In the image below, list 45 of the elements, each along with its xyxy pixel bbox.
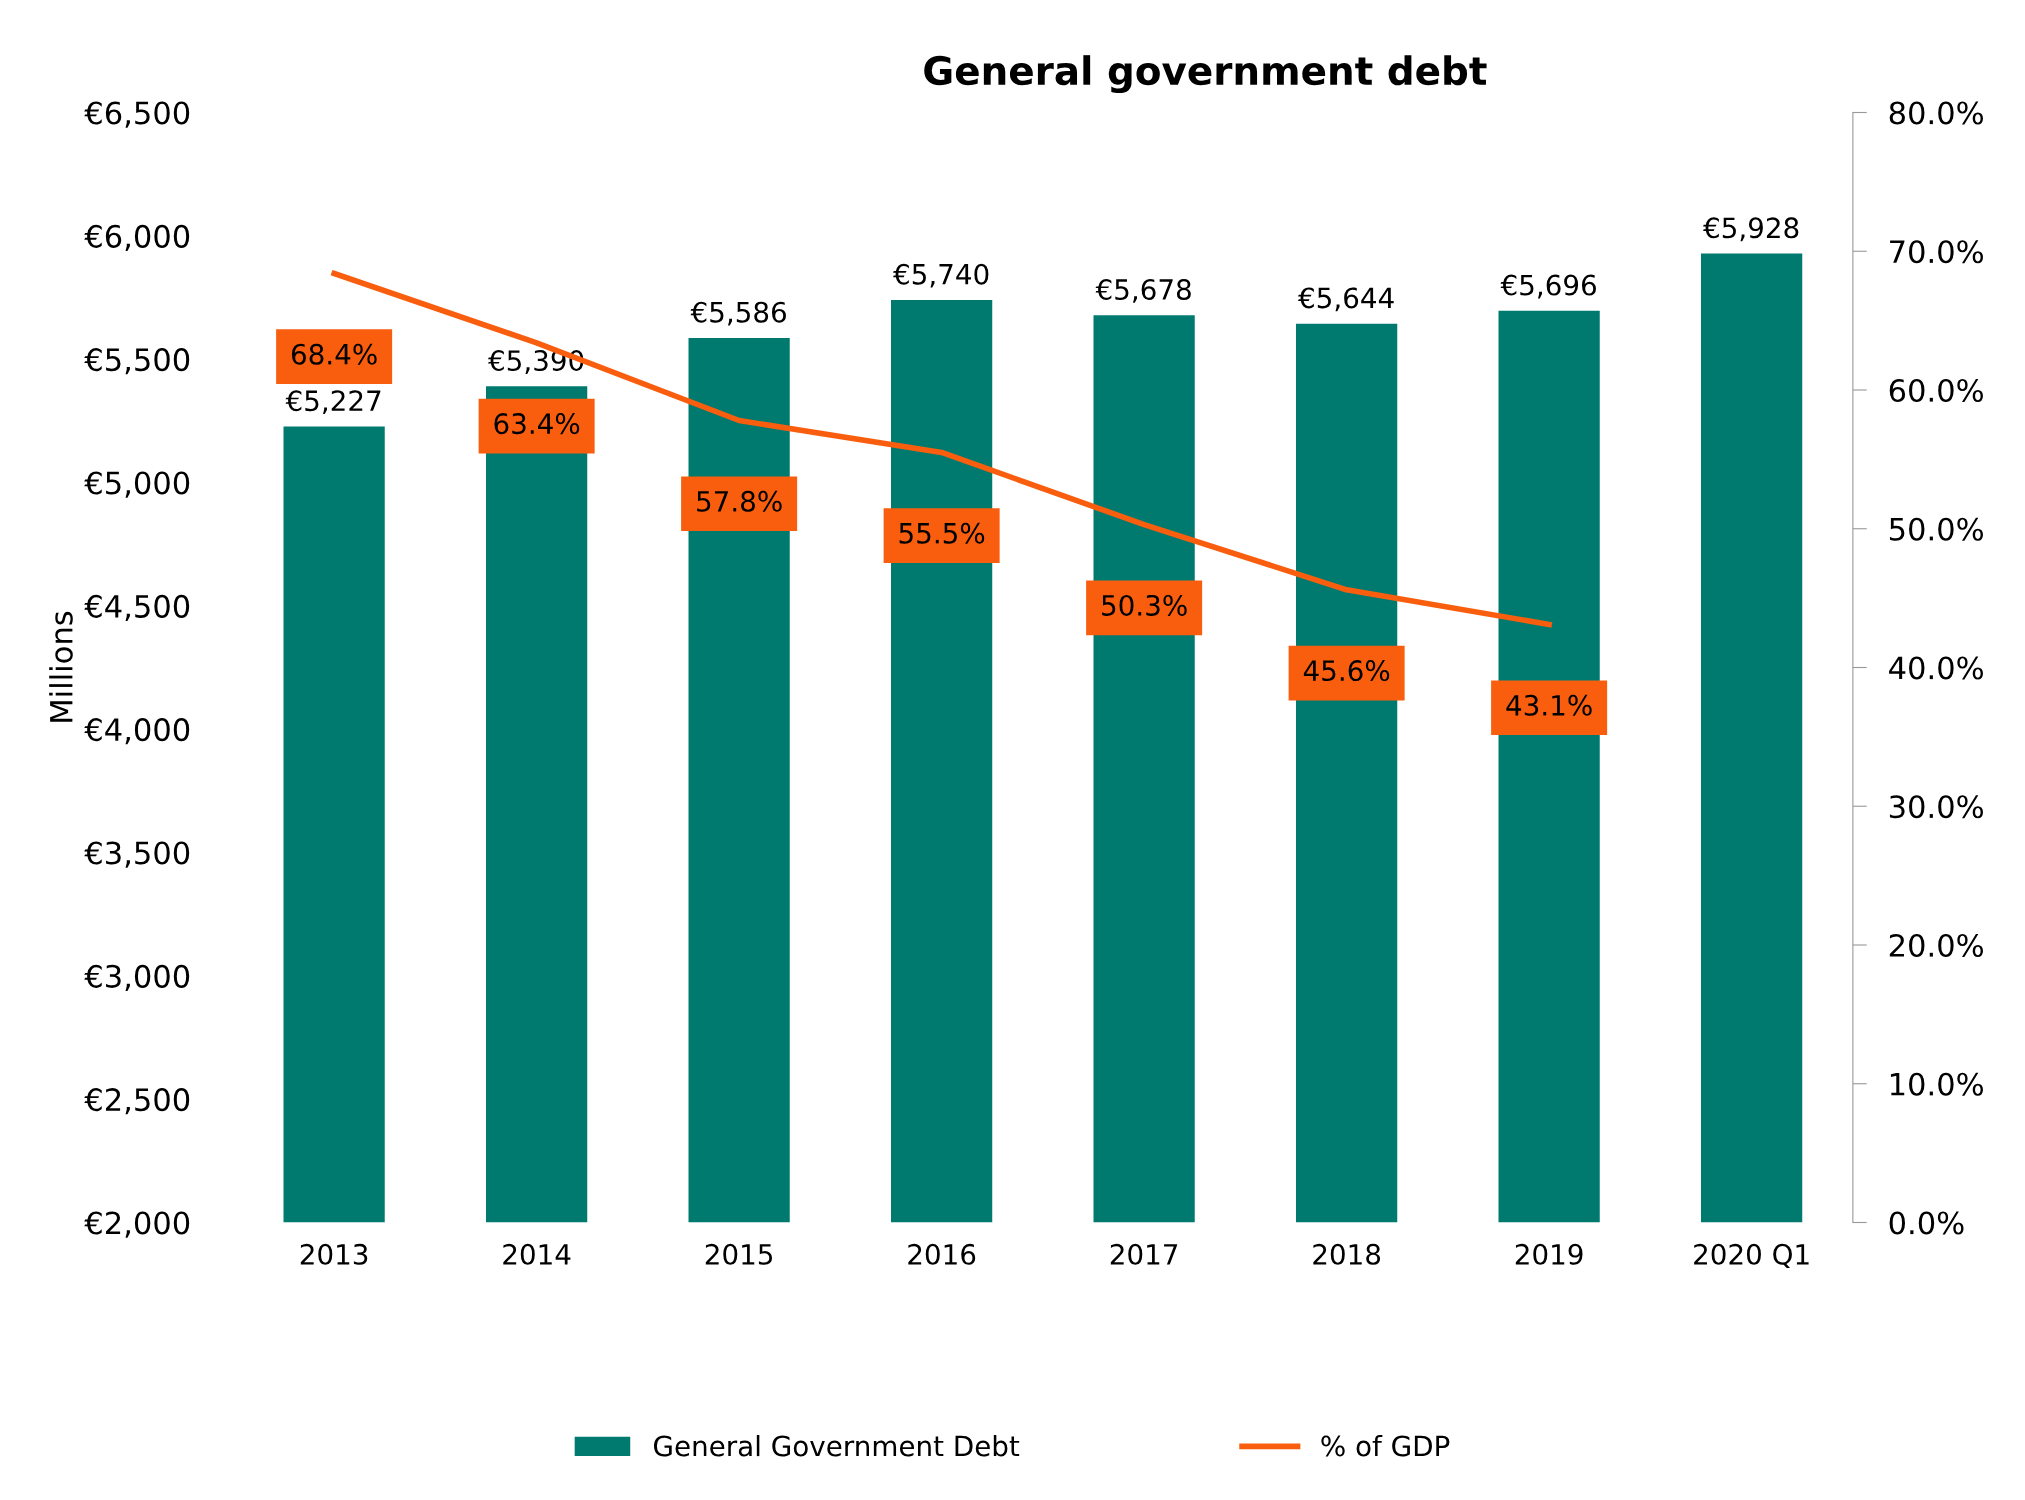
y-tick-label: €5,500 <box>84 348 190 375</box>
y2-tick-label: 50.0% <box>1889 517 1983 541</box>
x-tick-label: 2020 Q1 <box>1694 1243 1809 1269</box>
x-tick-label: 2019 <box>1515 1243 1583 1265</box>
y-tick-label: €3,000 <box>84 964 190 991</box>
y2-tick-label: 10.0% <box>1890 1072 1983 1096</box>
chart-title: General government debt <box>924 55 1487 94</box>
x-tick-label: 2014 <box>503 1243 571 1265</box>
x-tick-label: 2013 <box>300 1243 368 1265</box>
y2-tick-label: 30.0% <box>1889 795 1983 819</box>
y-axis-title: Millions <box>49 611 73 722</box>
y-tick-label: €5,000 <box>84 471 190 498</box>
data-label: 50.3% <box>1102 594 1187 616</box>
y2-tick-label: 40.0% <box>1889 656 1983 680</box>
y2-tick-label: 0.0% <box>1889 1211 1964 1235</box>
x-tick-label: 2018 <box>1313 1243 1381 1265</box>
data-label: €5,740 <box>893 263 989 288</box>
y2-tick-label: 80.0% <box>1889 101 1983 125</box>
data-label: 55.5% <box>899 522 985 544</box>
data-label: €5,678 <box>1095 279 1191 303</box>
data-label: €5,586 <box>690 301 786 326</box>
x-tick-label: 2015 <box>705 1243 773 1265</box>
legend-label: General Government Debt <box>654 1435 1020 1457</box>
data-label: 63.4% <box>494 413 580 435</box>
y-tick-label: €2,500 <box>84 1088 190 1115</box>
data-label: €5,644 <box>1298 287 1394 312</box>
y2-tick-label: 60.0% <box>1889 378 1983 403</box>
x-tick-label: 2016 <box>908 1243 976 1265</box>
y2-tick-label: 20.0% <box>1889 933 1983 958</box>
legend-label: % of GDP <box>1321 1435 1450 1457</box>
y-tick-label: €6,500 <box>84 101 190 128</box>
data-label: €5,696 <box>1500 274 1596 299</box>
y-tick-label: €2,000 <box>84 1211 190 1238</box>
x-tick-label: 2017 <box>1110 1243 1178 1265</box>
data-label: €5,227 <box>285 390 381 415</box>
data-label: €5,928 <box>1703 217 1799 242</box>
data-label: 45.6% <box>1303 660 1390 682</box>
y-tick-label: €3,500 <box>84 841 190 868</box>
y-tick-label: €4,500 <box>84 594 190 621</box>
y-tick-label: €6,000 <box>84 224 190 251</box>
y-tick-label: €4,000 <box>84 718 190 745</box>
y2-tick-label: 70.0% <box>1890 240 1983 264</box>
data-label: 57.8% <box>697 490 782 512</box>
data-label: 43.1% <box>1506 694 1592 716</box>
data-label: 68.4% <box>291 343 377 365</box>
